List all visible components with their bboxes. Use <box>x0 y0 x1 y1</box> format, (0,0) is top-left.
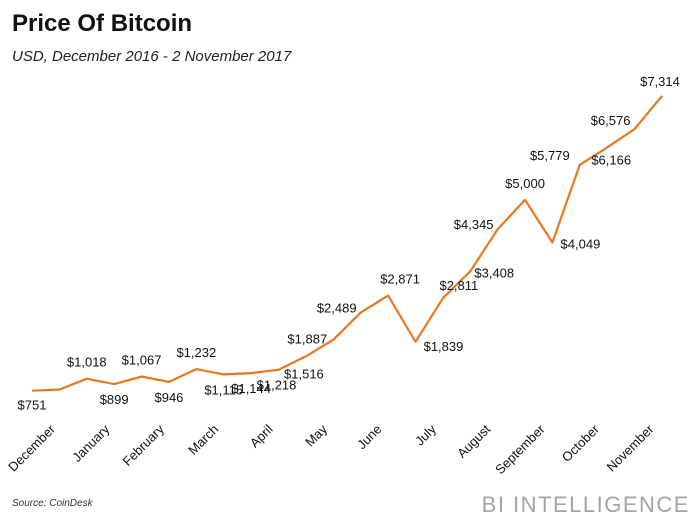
x-tick-label: May <box>302 421 330 449</box>
x-tick-label: January <box>69 421 113 465</box>
data-label: $6,576 <box>591 113 631 128</box>
data-label: $5,000 <box>505 176 545 191</box>
data-label: $6,166 <box>591 152 631 167</box>
data-label: $899 <box>100 392 129 407</box>
x-tick-label: July <box>412 421 439 448</box>
x-tick-label: March <box>185 422 221 458</box>
data-label: $2,811 <box>439 278 478 293</box>
price-line <box>31 95 663 392</box>
data-label: $4,049 <box>561 237 601 252</box>
x-tick-label: February <box>120 421 168 469</box>
x-tick-label: April <box>247 421 276 450</box>
data-label: $1,018 <box>67 355 107 370</box>
x-tick-label: August <box>454 421 493 460</box>
brand-logo: BI INTELLIGENCE <box>481 492 690 517</box>
data-label: $3,408 <box>474 265 514 280</box>
data-labels: $751 $1,018 $899 $1,067 $946 $1,232 $1,115$1,1… <box>18 74 680 413</box>
x-axis-ticks: December January February March April May June… <box>5 421 657 477</box>
data-label: $1,887 <box>287 332 327 347</box>
data-label: $1,839 <box>424 339 464 354</box>
data-label: $4,345 <box>454 217 494 232</box>
data-label: $751 <box>18 398 47 413</box>
x-tick-label: September <box>492 421 548 477</box>
data-label: $1,232 <box>176 345 216 360</box>
data-label: $2,489 <box>317 301 357 316</box>
x-tick-label: June <box>354 422 385 453</box>
data-label: $5,779 <box>530 148 570 163</box>
chart-title: Price Of Bitcoin <box>12 10 193 37</box>
data-label: $2,871 <box>380 271 420 286</box>
data-label: $946 <box>154 390 183 405</box>
data-label: $7,314 <box>640 74 680 89</box>
source-note: Source: CoinDesk <box>12 498 93 509</box>
data-label: $1,067 <box>122 353 162 368</box>
x-tick-label: November <box>604 421 657 474</box>
x-tick-label: December <box>5 421 58 474</box>
x-tick-label: October <box>559 421 603 465</box>
chart-subtitle: USD, December 2016 - 2 November 2017 <box>12 48 292 65</box>
data-label: $1,218 <box>257 378 297 393</box>
data-label: $1,144 <box>231 381 271 396</box>
data-label: $1,516 <box>284 366 324 381</box>
data-label: $1,115 <box>204 382 243 397</box>
